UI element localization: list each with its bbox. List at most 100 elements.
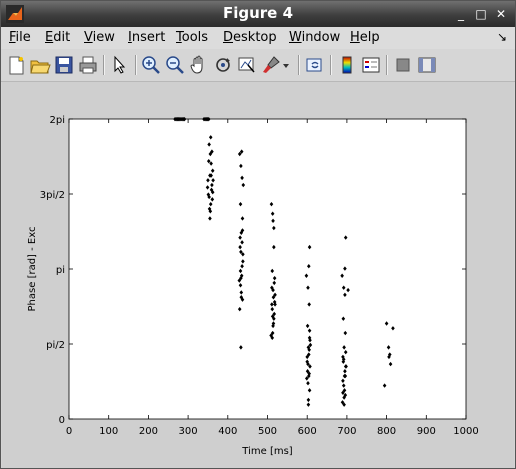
- data-point: [270, 211, 275, 216]
- data-point: [237, 306, 242, 312]
- pan-hand-icon[interactable]: [188, 54, 210, 76]
- x-axis-label: Time [ms]: [241, 446, 293, 457]
- data-point: [208, 216, 212, 221]
- data-point: [341, 378, 345, 384]
- legend-icon[interactable]: [360, 54, 382, 76]
- data-point: [239, 149, 244, 154]
- data-point: [341, 354, 345, 360]
- toolbar-separator: [330, 55, 332, 75]
- data-point: [270, 335, 275, 341]
- figure-toolbar: [1, 49, 515, 82]
- data-point: [208, 201, 213, 207]
- menu-help[interactable]: Help: [350, 30, 380, 45]
- zoom-out-icon[interactable]: [164, 54, 186, 76]
- data-point: [307, 371, 311, 376]
- y-tick-label: 2pi: [50, 115, 66, 126]
- data-point: [182, 116, 187, 122]
- data-point: [240, 175, 244, 181]
- data-point: [305, 369, 310, 374]
- data-point: [239, 163, 243, 169]
- menu-insert[interactable]: Insert: [128, 30, 165, 45]
- edit-plot-arrow-icon[interactable]: [109, 54, 131, 76]
- data-point: [239, 345, 243, 350]
- save-icon[interactable]: [53, 54, 75, 76]
- new-figure-icon[interactable]: [5, 54, 27, 76]
- y-axis-label: Phase [rad] - Exc: [27, 227, 38, 312]
- data-point: [273, 292, 277, 298]
- menu-desktop-rest: esktop: [233, 30, 277, 45]
- data-point: [270, 314, 275, 319]
- close-button[interactable]: ✕: [495, 7, 507, 21]
- data-point: [308, 338, 312, 343]
- data-point: [343, 292, 347, 298]
- data-point: [239, 290, 244, 295]
- data-point: [240, 228, 245, 233]
- data-point: [307, 347, 311, 352]
- data-point: [271, 323, 275, 329]
- data-point: [240, 264, 244, 269]
- data-point: [210, 190, 215, 195]
- maximize-button[interactable]: □: [475, 7, 487, 21]
- menu-tools[interactable]: Tools: [176, 30, 208, 45]
- data-point: [306, 361, 310, 367]
- data-point: [209, 173, 213, 178]
- data-point: [343, 373, 348, 379]
- data-point: [341, 357, 346, 362]
- data-point: [384, 321, 389, 326]
- data-point: [306, 264, 311, 269]
- axes-box: [68, 118, 467, 420]
- data-point: [272, 244, 276, 250]
- menu-edit[interactable]: Edit: [45, 30, 70, 45]
- data-point: [273, 302, 277, 307]
- colorbar-icon[interactable]: [336, 54, 358, 76]
- hide-plot-tools-icon[interactable]: [392, 54, 414, 76]
- data-point: [272, 275, 277, 281]
- data-point: [210, 182, 214, 188]
- link-plot-icon[interactable]: [304, 54, 326, 76]
- data-point: [343, 369, 347, 374]
- y-tick-label: 0: [59, 415, 65, 426]
- brush-icon[interactable]: [260, 54, 282, 76]
- minimize-button[interactable]: _: [458, 7, 464, 21]
- data-point: [342, 395, 346, 400]
- menu-tools-mnemonic: T: [176, 30, 182, 45]
- menu-file[interactable]: File: [9, 30, 31, 45]
- data-point: [238, 201, 243, 207]
- print-icon[interactable]: [77, 54, 99, 76]
- data-point: [341, 359, 346, 364]
- show-plot-tools-icon[interactable]: [416, 54, 438, 76]
- data-point: [239, 249, 243, 255]
- open-file-icon[interactable]: [29, 54, 51, 76]
- dock-figure-icon[interactable]: ↘: [496, 30, 507, 44]
- data-point: [272, 280, 277, 286]
- menu-file-mnemonic: F: [9, 30, 16, 45]
- data-point: [209, 187, 214, 193]
- title-bar[interactable]: Figure 4 _ □ ✕: [1, 1, 515, 27]
- x-tick-label: 100: [99, 426, 118, 437]
- menu-desktop-mnemonic: D: [223, 30, 234, 45]
- menu-desktop[interactable]: Desktop: [223, 30, 277, 45]
- data-point: [307, 388, 312, 393]
- zoom-in-icon[interactable]: [140, 54, 162, 76]
- toolbar-separator: [386, 55, 388, 75]
- data-point: [211, 178, 215, 183]
- data-point: [382, 383, 387, 388]
- x-tick-label: 700: [337, 426, 356, 437]
- brush-dropdown-icon[interactable]: [280, 54, 292, 76]
- data-point: [307, 244, 312, 250]
- data-point: [340, 400, 345, 405]
- y-tick-label: pi/2: [46, 340, 65, 351]
- x-tick-label: 1000: [453, 426, 478, 437]
- data-cursor-icon[interactable]: [236, 54, 258, 76]
- figure-canvas: 0 100 200 300 400 500 600 700 800 900 1000 0 pi/2 pi 3…: [2, 82, 514, 468]
- data-point: [237, 278, 242, 283]
- data-point: [387, 354, 391, 360]
- menu-tools-rest: ools: [181, 30, 209, 45]
- menu-view-mnemonic: V: [84, 30, 93, 45]
- data-point: [206, 158, 211, 164]
- menu-window[interactable]: Window: [289, 30, 340, 45]
- x-tick-label: 800: [377, 426, 396, 437]
- menu-view[interactable]: View: [84, 30, 115, 45]
- data-point: [305, 376, 309, 381]
- rotate-3d-icon[interactable]: [212, 54, 234, 76]
